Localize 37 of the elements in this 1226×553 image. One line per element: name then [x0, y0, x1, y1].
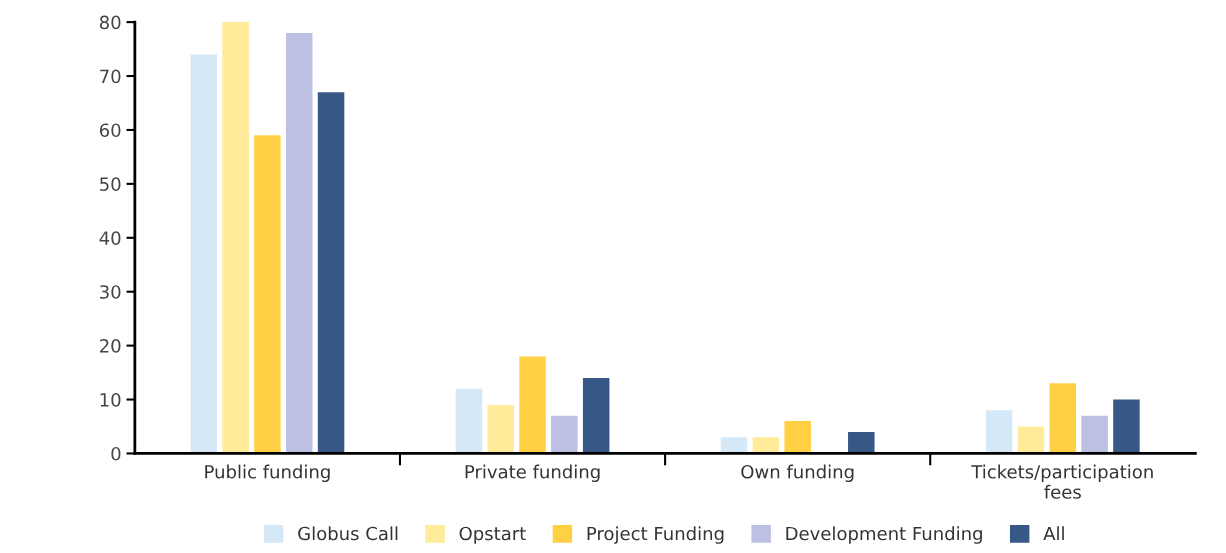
x-tick-label: Public funding	[205, 464, 330, 483]
bar	[720, 437, 748, 454]
bar	[285, 32, 313, 454]
y-tick-label: 60	[99, 123, 121, 138]
bar	[487, 404, 514, 454]
bar	[1113, 399, 1140, 454]
legend-label: Opstart	[459, 526, 526, 544]
bar	[784, 421, 811, 454]
y-tick-label: 20	[100, 339, 121, 353]
y-tick-label: 30	[100, 285, 121, 299]
legend-label: All	[1043, 526, 1064, 541]
bar	[317, 92, 345, 454]
y-tick-label: 40	[99, 231, 121, 245]
y-tick-label: 0	[111, 446, 121, 461]
y-tick-label: 10	[100, 393, 121, 407]
y-tick-label: 80	[99, 15, 121, 30]
bar	[222, 22, 249, 454]
bar	[1017, 426, 1045, 454]
y-tick-label: 50	[100, 177, 121, 191]
bar	[190, 54, 218, 454]
legend-label: Globus Call	[298, 526, 398, 541]
bar	[254, 135, 281, 454]
y-tick-label: 70	[100, 69, 121, 84]
bar	[1049, 383, 1077, 454]
bar	[985, 410, 1013, 454]
bar	[551, 415, 578, 454]
x-tick-label: Own funding	[741, 464, 854, 483]
bar	[1081, 415, 1108, 454]
legend-label: Project Funding	[587, 526, 724, 544]
bar	[582, 377, 610, 454]
legend-label: Development Funding	[786, 526, 982, 544]
bar	[752, 437, 780, 454]
x-tick-label: Tickets/participation fees	[971, 464, 1153, 499]
bar	[455, 388, 483, 454]
bar	[519, 356, 546, 454]
x-tick-label: Private funding	[465, 464, 600, 483]
bar	[848, 431, 875, 454]
